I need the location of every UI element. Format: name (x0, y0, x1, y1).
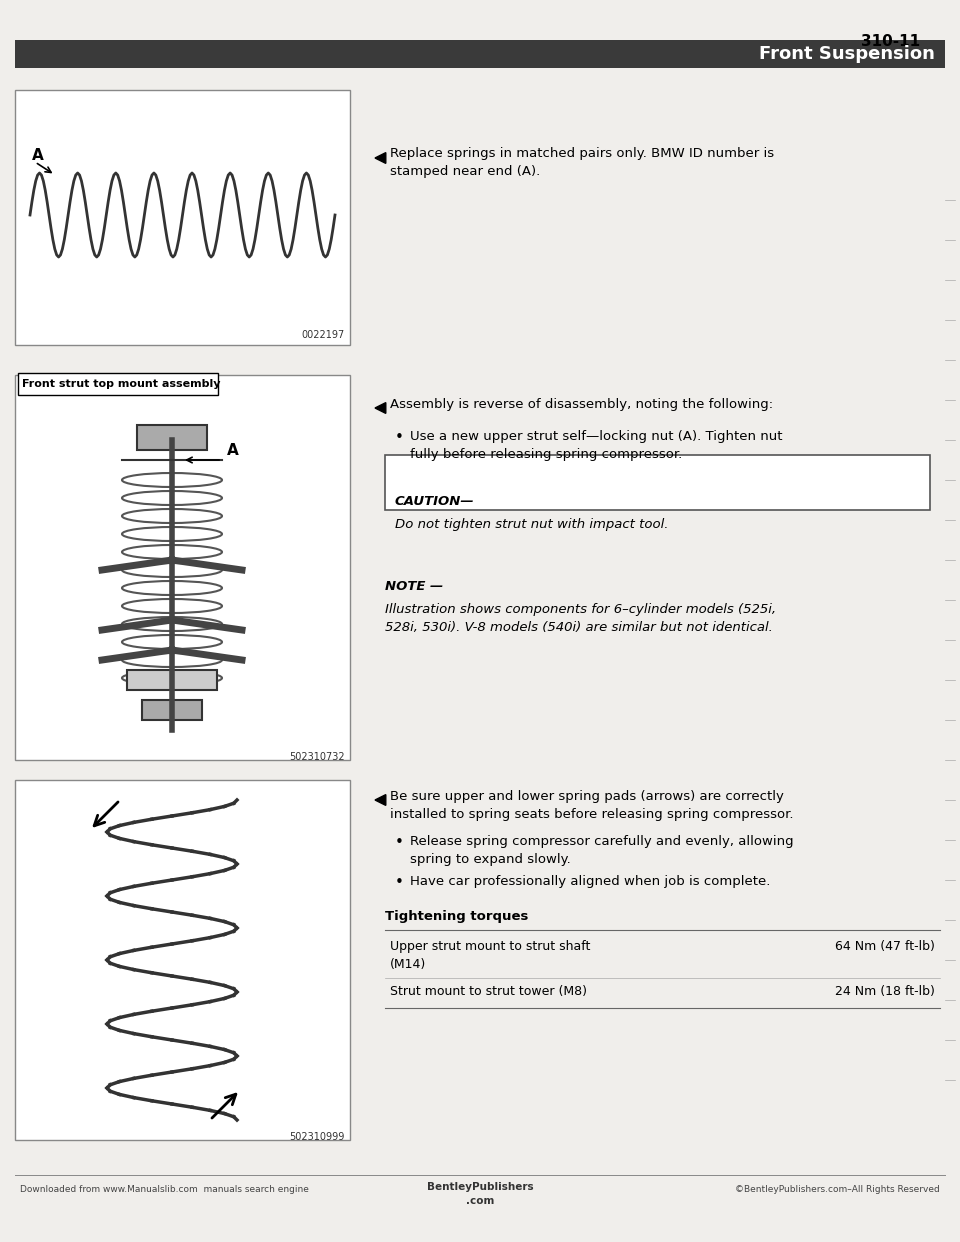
Bar (18, 373, 218, 395)
Text: Strut mount to strut tower (M8): Strut mount to strut tower (M8) (390, 985, 587, 999)
Text: 502310732: 502310732 (289, 751, 345, 763)
Text: 64 Nm (47 ft‑lb): 64 Nm (47 ft‑lb) (835, 940, 935, 953)
Text: ©BentleyPublishers.com–All Rights Reserved: ©BentleyPublishers.com–All Rights Reserv… (735, 1185, 940, 1194)
Text: Upper strut mount to strut shaft
(M14): Upper strut mount to strut shaft (M14) (390, 940, 590, 971)
Polygon shape (375, 153, 386, 164)
Text: Illustration shows components for 6–cylinder models (525i,
528i, 530i). V-8 mode: Illustration shows components for 6–cyli… (385, 604, 776, 633)
Text: Tightening torques: Tightening torques (385, 910, 528, 923)
Text: Front Suspension: Front Suspension (759, 45, 935, 63)
Bar (142, 700, 202, 720)
Text: 24 Nm (18 ft‑lb): 24 Nm (18 ft‑lb) (835, 985, 935, 999)
Bar (137, 425, 207, 450)
Text: .com: .com (466, 1196, 494, 1206)
Text: Replace springs in matched pairs only. BMW ID number is
stamped near end (A).: Replace springs in matched pairs only. B… (390, 147, 774, 178)
Bar (15, 780, 350, 1140)
Text: BentleyPublishers: BentleyPublishers (426, 1182, 534, 1192)
Bar (385, 455, 930, 510)
Text: 0022197: 0022197 (301, 330, 345, 340)
Text: 502310999: 502310999 (290, 1131, 345, 1141)
Text: Assembly is reverse of disassembly, noting the following:: Assembly is reverse of disassembly, noti… (390, 397, 773, 411)
Text: Use a new upper strut self—locking nut (A). Tighten nut
fully before releasing s: Use a new upper strut self—locking nut (… (410, 430, 782, 461)
Bar (127, 669, 217, 691)
Bar (15, 40, 945, 68)
Text: A: A (32, 148, 44, 163)
Text: Have car professionally aligned when job is complete.: Have car professionally aligned when job… (410, 876, 770, 888)
Text: •: • (395, 876, 404, 891)
Polygon shape (375, 795, 386, 805)
Text: Release spring compressor carefully and evenly, allowing
spring to expand slowly: Release spring compressor carefully and … (410, 835, 794, 866)
Text: A: A (227, 443, 239, 458)
Text: 310-11: 310-11 (861, 35, 920, 50)
Text: CAUTION—: CAUTION— (395, 496, 474, 508)
Text: Front strut top mount assembly: Front strut top mount assembly (22, 379, 221, 389)
Bar (15, 375, 350, 760)
Text: Be sure upper and lower spring pads (arrows) are correctly
installed to spring s: Be sure upper and lower spring pads (arr… (390, 790, 794, 821)
Bar (15, 89, 350, 345)
Text: NOTE —: NOTE — (385, 580, 444, 592)
Text: •: • (395, 835, 404, 850)
Polygon shape (375, 402, 386, 414)
Text: Downloaded from www.Manualslib.com  manuals search engine: Downloaded from www.Manualslib.com manua… (20, 1185, 309, 1194)
Text: Do not tighten strut nut with impact tool.: Do not tighten strut nut with impact too… (395, 518, 668, 532)
Text: •: • (395, 430, 404, 445)
